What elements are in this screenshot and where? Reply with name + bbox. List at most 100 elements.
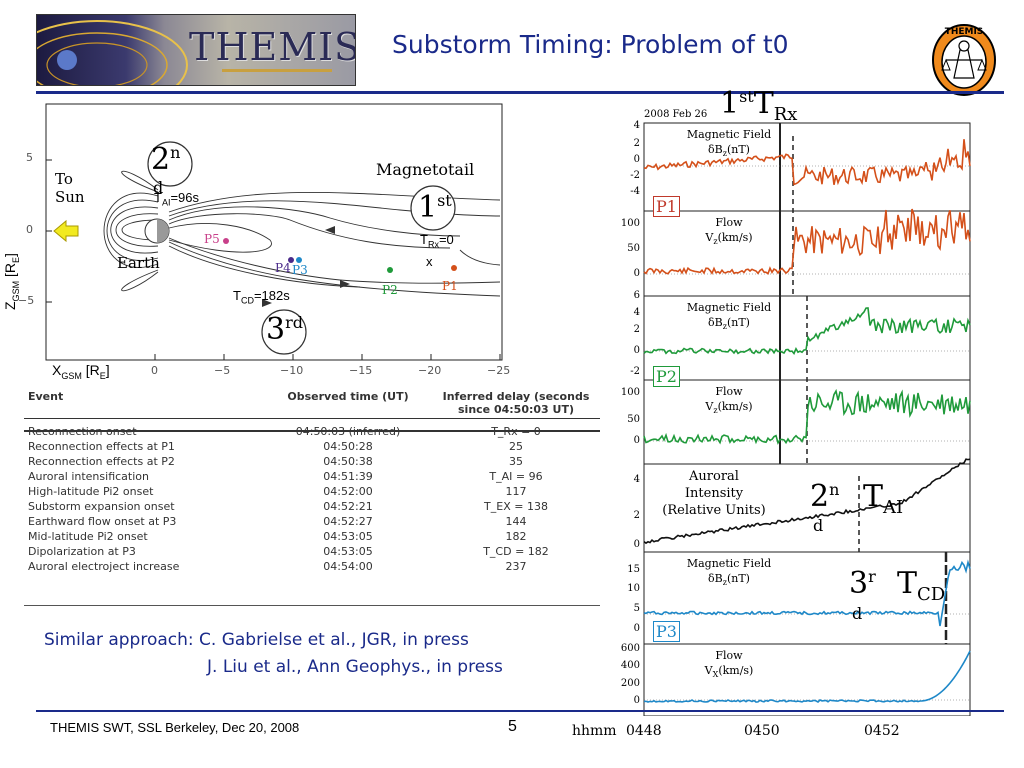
y-tick-label: 4 xyxy=(633,120,640,131)
to-sun-label: To Sun xyxy=(55,170,85,206)
y-tick-label: 4 xyxy=(633,307,640,318)
t-ai-label: TAI=96s xyxy=(154,190,200,208)
panel-label: Flow Vz(km/s) xyxy=(705,385,753,416)
inferred-delay-cell: 25 xyxy=(509,440,523,453)
inferred-delay-cell: T_Rx = 0 xyxy=(432,419,600,440)
probe-p1-label: P1 xyxy=(442,279,458,293)
observed-time-cell: 04:50:28 xyxy=(323,440,373,453)
y-tick-label: 0 xyxy=(633,539,640,550)
citation-line: Similar approach: C. Gabrielse et al., J… xyxy=(44,630,469,650)
series-line xyxy=(643,559,971,627)
probe-p2-label: P2 xyxy=(382,283,398,297)
annotation-2nd-tai: 2n xyxy=(810,479,840,514)
annotation-3rd-suffix: d xyxy=(852,604,863,623)
y-tick-label: 50 xyxy=(627,414,640,425)
themis-logo-banner: THEMIS xyxy=(36,14,356,86)
y-tick-label: 4 xyxy=(633,474,640,485)
time-series-figure: 2008 Feb 26 Magnetic Field δBz(nT) P1 4 2 0 -2… xyxy=(600,86,1000,726)
step-3-circle xyxy=(261,309,307,355)
magnetosphere-graphic xyxy=(37,20,332,85)
probe-p4-label: P4 xyxy=(275,261,291,275)
page-number: 5 xyxy=(508,718,517,735)
header-rule xyxy=(36,91,1004,94)
y-tick-label: 50 xyxy=(627,243,640,254)
probe-p3-label: P3 xyxy=(292,263,308,277)
table-row: Earthward flow onset at P3 04:52:27 144 xyxy=(24,514,600,529)
observed-time-cell: 04:53:05 xyxy=(323,530,373,543)
table-row: High-latitude Pi2 onset 04:52:00 117 xyxy=(24,484,600,499)
earth-label: Earth xyxy=(117,254,160,272)
event-name-cell: Mid-latitude Pi2 onset xyxy=(28,530,148,543)
y-tick-label: -2 xyxy=(630,170,640,181)
series-line xyxy=(643,388,971,445)
panel-label: Flow Vz(km/s) xyxy=(705,216,753,247)
observed-time-cell: 04:52:21 xyxy=(323,500,373,513)
inferred-delay-cell: T_AI = 96 xyxy=(489,470,543,483)
y-tick-label: 2 xyxy=(633,510,640,521)
event-name-cell: High-latitude Pi2 onset xyxy=(28,485,154,498)
themis-seal-logo: THEMIS xyxy=(930,20,998,98)
panel-label: Magnetic Field δBz(nT) xyxy=(686,301,772,332)
y-tick-label: 10 xyxy=(627,583,640,594)
inferred-delay-cell: T_EX = 138 xyxy=(484,500,548,513)
observed-time-cell: 04:50:38 xyxy=(323,455,373,468)
probe-p4-marker xyxy=(288,257,294,263)
annotation-1st-trx: 1stTRx xyxy=(720,86,798,125)
probe-label-p2: P2 xyxy=(653,366,680,387)
citation-line: J. Liu et al., Ann Geophys., in press xyxy=(207,657,503,677)
step-1-circle xyxy=(410,185,456,231)
y-tick-label: 0 xyxy=(633,268,640,279)
observed-time-cell: 04:53:05 xyxy=(323,545,373,558)
y-tick-label: 0 xyxy=(633,345,640,356)
table-row: Substorm expansion onset 04:52:21 T_EX = 1… xyxy=(24,499,600,514)
probe-p3-marker xyxy=(296,257,302,263)
magnetotail-diagram: 5 0 −5 0 −5 −10 −15 −20 −25 XGSM [RE] ZG… xyxy=(2,100,510,390)
y-tick-label: -2 xyxy=(630,366,640,377)
x-tick-label: −5 xyxy=(214,364,231,377)
annotation-tai: TAI xyxy=(863,479,904,518)
observed-time-cell: 04:52:27 xyxy=(323,515,373,528)
x-tick-label: 0452 xyxy=(864,723,900,739)
y-tick-label: 0 xyxy=(633,695,640,706)
x-tick-label: −10 xyxy=(280,364,304,377)
event-name-cell: Reconnection effects at P2 xyxy=(28,455,175,468)
x-tick-label: hhmm xyxy=(572,723,617,739)
table-header: Observed time (UT) xyxy=(287,390,409,403)
event-name-cell: Dipolarization at P3 xyxy=(28,545,136,558)
panel-label: Flow VX(km/s) xyxy=(704,649,754,680)
table-header-row: Event Observed time (UT) Inferred delay … xyxy=(24,388,600,419)
event-name-cell: Reconnection effects at P1 xyxy=(28,440,175,453)
y-tick-label: 0 xyxy=(633,623,640,634)
table-rule xyxy=(24,430,600,432)
table-header: Event xyxy=(28,390,64,403)
series-line xyxy=(643,208,971,275)
x-tick-label: 0448 xyxy=(626,723,662,739)
probe-p1-marker xyxy=(451,265,457,271)
x-tick-label: 0 xyxy=(151,364,158,377)
plot-panel-frame xyxy=(643,643,971,716)
y-tick-label: 2 xyxy=(633,324,640,335)
event-name-cell: Auroral intensification xyxy=(28,470,149,483)
page-title: Substorm Timing: Problem of t0 xyxy=(392,30,789,59)
magnetotail-label: Magnetotail xyxy=(376,160,475,179)
earth-icon xyxy=(144,218,170,244)
probe-p5-marker xyxy=(223,238,229,244)
y-tick-label: -4 xyxy=(630,186,640,197)
step-1-text: 1st xyxy=(418,190,452,225)
table-row: Dipolarization at P3 04:53:05 T_CD = 182 xyxy=(24,544,600,559)
event-name-cell: Earthward flow onset at P3 xyxy=(28,515,177,528)
observed-time-cell: 04:54:00 xyxy=(323,560,373,573)
y-tick-label: 100 xyxy=(620,218,640,229)
table-row: Auroral electroject increase 04:54:00 237 xyxy=(24,559,600,574)
x-axis-label: XGSM [RE] xyxy=(52,362,110,381)
inferred-delay-cell: 117 xyxy=(505,485,527,498)
y-tick-label: 0 xyxy=(26,223,33,236)
y-tick-label: 15 xyxy=(627,564,640,575)
table-row: Mid-latitude Pi2 onset 04:53:05 182 xyxy=(24,529,600,544)
probe-p5-label: P5 xyxy=(204,232,220,246)
sun-arrow-icon xyxy=(53,219,79,243)
probe-label-p3: P3 xyxy=(653,621,680,642)
plot-date: 2008 Feb 26 xyxy=(644,109,708,120)
step-2-text: 2n xyxy=(151,142,181,177)
